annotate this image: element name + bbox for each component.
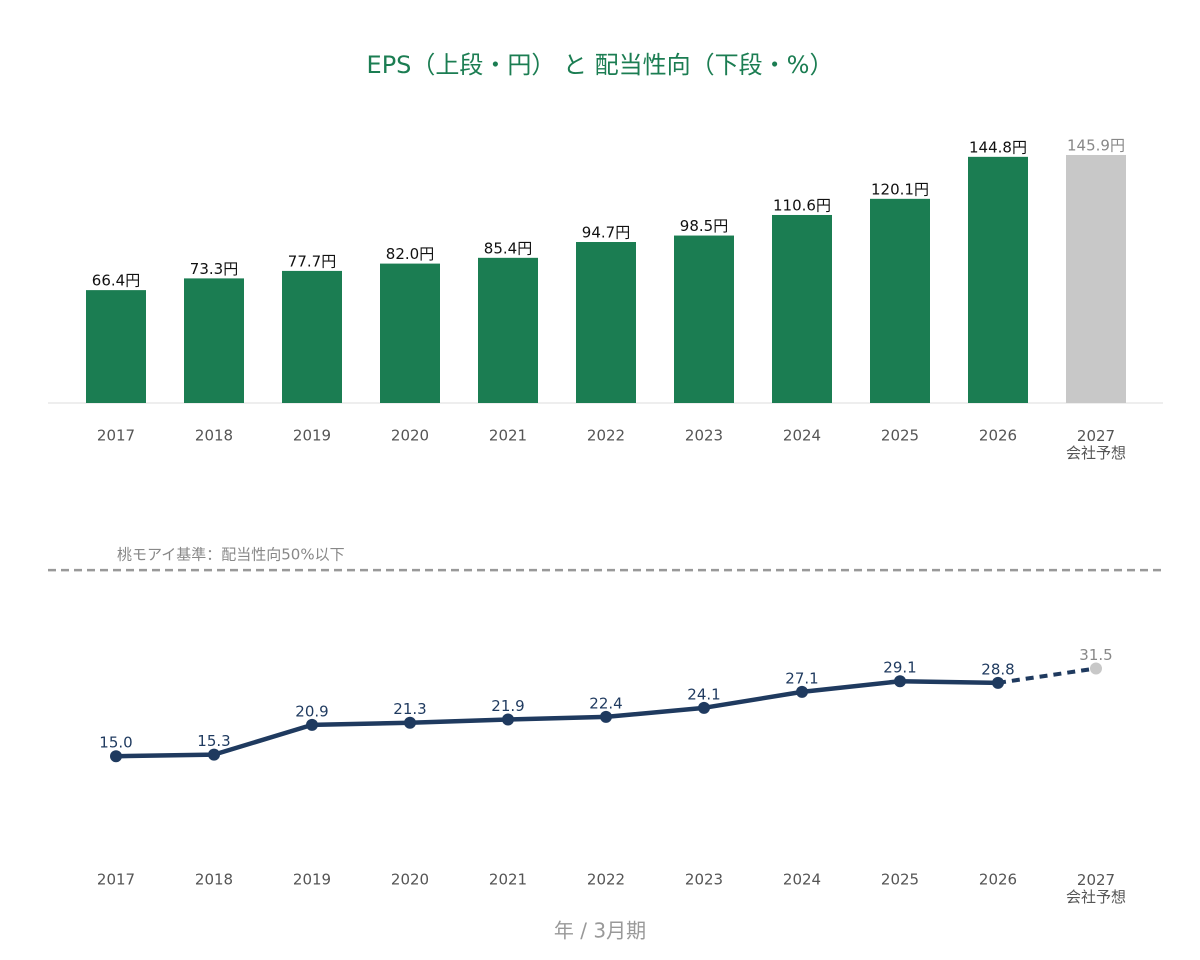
data-label: 21.3 bbox=[393, 700, 426, 718]
data-label: 73.3円 bbox=[190, 260, 238, 278]
x-tick-label: 2019 bbox=[293, 871, 331, 889]
data-label: 120.1円 bbox=[871, 180, 929, 198]
bar bbox=[968, 156, 1028, 403]
data-label: 144.8円 bbox=[969, 138, 1027, 156]
data-label: 98.5円 bbox=[680, 217, 728, 235]
bar bbox=[184, 278, 244, 403]
line bbox=[115, 678, 999, 759]
x-tick-label: 2017 bbox=[97, 871, 135, 889]
point bbox=[894, 675, 906, 688]
point bbox=[698, 701, 710, 714]
bar bbox=[674, 235, 734, 403]
data-label: 110.6円 bbox=[773, 196, 831, 214]
point bbox=[306, 718, 318, 731]
x-tick-label: 2027 会社予想 bbox=[1066, 427, 1126, 462]
data-label: 82.0円 bbox=[386, 245, 434, 263]
bar bbox=[576, 242, 636, 403]
point bbox=[1090, 662, 1102, 675]
x-tick-label: 2018 bbox=[195, 427, 233, 445]
data-label: 24.1 bbox=[687, 685, 720, 703]
x-tick-label: 2018 bbox=[195, 871, 233, 889]
data-label: 94.7円 bbox=[582, 224, 630, 242]
x-tick-label: 2022 bbox=[587, 427, 625, 445]
bar bbox=[772, 214, 832, 403]
bar bbox=[1066, 154, 1126, 403]
x-tick-label: 2017 bbox=[97, 427, 135, 445]
data-label: 145.9円 bbox=[1067, 136, 1125, 154]
x-tick-label: 2027 会社予想 bbox=[1066, 871, 1126, 906]
data-label: 15.0 bbox=[99, 734, 132, 752]
point bbox=[404, 716, 416, 729]
point bbox=[796, 685, 808, 698]
x-tick-label: 2026 bbox=[979, 871, 1017, 889]
data-label: 77.7円 bbox=[288, 252, 336, 270]
data-label: 20.9 bbox=[295, 702, 328, 720]
forecast-line bbox=[997, 666, 1097, 685]
data-label: 22.4 bbox=[589, 694, 622, 712]
x-tick-label: 2020 bbox=[391, 427, 429, 445]
x-tick-label: 2022 bbox=[587, 871, 625, 889]
point bbox=[992, 676, 1004, 689]
x-tick-label: 2021 bbox=[489, 427, 527, 445]
x-tick-label: 2021 bbox=[489, 871, 527, 889]
x-tick-label: 2026 bbox=[979, 427, 1017, 445]
data-label: 27.1 bbox=[785, 669, 818, 687]
bar bbox=[478, 257, 538, 403]
bar bbox=[380, 263, 440, 403]
x-tick-label: 2024 bbox=[783, 427, 821, 445]
x-tick-label: 2025 bbox=[881, 871, 919, 889]
reference-label: 桃モアイ基準：配当性向50%以下 bbox=[117, 546, 345, 564]
x-tick-label: 2023 bbox=[685, 427, 723, 445]
x-tick-label: 2024 bbox=[783, 871, 821, 889]
data-label: 85.4円 bbox=[484, 239, 532, 257]
data-label: 66.4円 bbox=[92, 272, 140, 290]
data-label: 28.8 bbox=[981, 660, 1014, 678]
bar bbox=[282, 270, 342, 403]
bar bbox=[86, 290, 146, 403]
bar bbox=[870, 198, 930, 403]
point bbox=[502, 713, 514, 726]
x-tick-label: 2019 bbox=[293, 427, 331, 445]
point bbox=[208, 748, 220, 761]
data-label: 29.1 bbox=[883, 659, 916, 677]
chart-title: EPS（上段・円） と 配当性向（下段・%） bbox=[367, 51, 834, 79]
data-label: 21.9 bbox=[491, 697, 524, 715]
data-label: 31.5 bbox=[1079, 646, 1112, 664]
x-tick-label: 2020 bbox=[391, 871, 429, 889]
point bbox=[110, 750, 122, 763]
x-axis-label: 年 / 3月期 bbox=[554, 919, 646, 943]
data-label: 15.3 bbox=[197, 732, 230, 750]
x-tick-label: 2025 bbox=[881, 427, 919, 445]
point bbox=[600, 710, 612, 723]
x-tick-label: 2023 bbox=[685, 871, 723, 889]
